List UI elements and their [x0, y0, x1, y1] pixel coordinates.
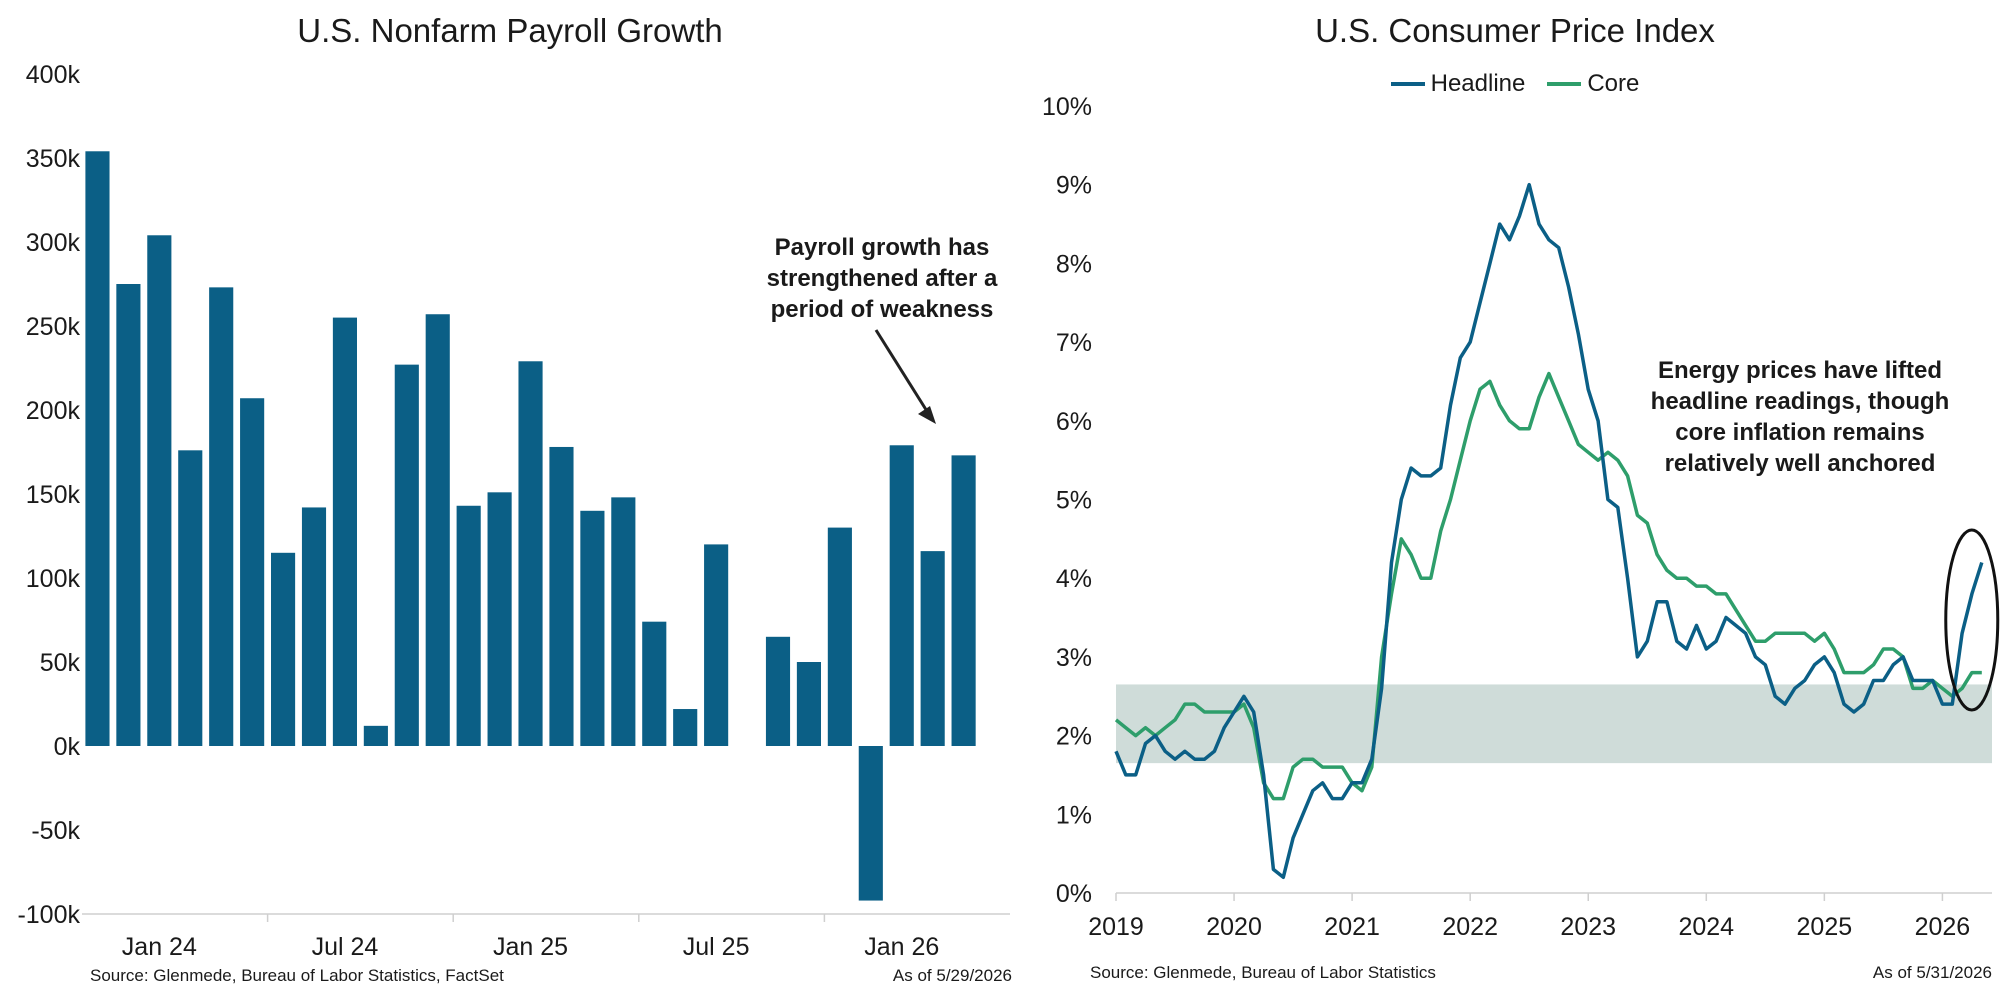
bar [518, 361, 543, 746]
cpi-line-chart: 10% 9% 8% 7% 6% 5% 4% 3% 2% 1% 0% 2019 2020 2021 2022 2… [1042, 93, 2000, 941]
payroll-annotation: Payroll growth has strengthened after a … [766, 234, 998, 323]
x-tick-label: Jan 25 [493, 933, 568, 961]
bar [240, 398, 265, 746]
y-tick-label: 50k [40, 649, 81, 677]
cpi-as-of: As of 5/31/2026 [1872, 963, 1992, 982]
bar [580, 510, 605, 746]
payroll-source: Source: Glenmede, Bureau of Labor Statis… [90, 966, 504, 985]
x-tick-label: 2024 [1678, 913, 1734, 941]
bar [209, 287, 234, 746]
bar [147, 235, 172, 746]
bar [704, 544, 729, 746]
legend-label-core: Core [1587, 70, 1640, 97]
y-tick-label: 2% [1056, 723, 1092, 751]
bar [642, 621, 667, 746]
payroll-as-of: As of 5/29/2026 [892, 966, 1012, 985]
payroll-chart-title: U.S. Nonfarm Payroll Growth [297, 12, 723, 49]
bar [549, 446, 574, 746]
y-tick-label: 350k [26, 145, 81, 173]
bar [796, 662, 821, 746]
y-tick-label: 4% [1056, 565, 1092, 593]
y-tick-label: 7% [1056, 329, 1092, 357]
bar [332, 317, 357, 746]
y-tick-label: 100k [26, 565, 81, 593]
y-tick-label: 9% [1056, 172, 1092, 200]
cpi-legend: Headline Core [1030, 70, 2000, 98]
bar [456, 505, 481, 746]
annotation-arrow-line [874, 329, 932, 417]
cpi-source: Source: Glenmede, Bureau of Labor Statis… [1090, 963, 1436, 982]
y-tick-label: 0k [54, 733, 81, 761]
x-tick-label: 2019 [1088, 913, 1144, 941]
bar [301, 507, 327, 746]
y-tick-label: 6% [1056, 408, 1092, 436]
bar [673, 709, 698, 746]
y-tick-label: 200k [26, 397, 81, 425]
legend-item-headline: Headline [1390, 70, 1526, 98]
cpi-annotation: Energy prices have lifted headline readi… [1650, 357, 1950, 477]
legend-item-core: Core [1547, 70, 1639, 98]
cpi-chart-title: U.S. Consumer Price Index [1315, 12, 1715, 49]
y-tick-label: 250k [26, 313, 81, 341]
target-range-band [1116, 684, 1992, 764]
bar [394, 364, 419, 746]
annotation-arrow-head [918, 406, 936, 424]
x-tick-label: 2021 [1324, 913, 1380, 941]
legend-swatch-core [1547, 82, 1582, 86]
bar [178, 450, 203, 746]
y-tick-label: 0% [1056, 880, 1092, 908]
x-tick-label: Jan 26 [864, 933, 939, 961]
payroll-bar-chart: 400k 350k 300k 250k 200k 150k 100k 50k 0k -50k -10… [17, 61, 1010, 961]
y-tick-label: 3% [1056, 644, 1092, 672]
bar [611, 497, 636, 746]
y-tick-label: -50k [31, 817, 80, 845]
bar [889, 445, 914, 746]
highlight-ellipse [1944, 528, 2000, 712]
bar [765, 636, 791, 746]
cpi-chart-panel: U.S. Consumer Price Index Headline Core … [1030, 0, 2000, 996]
x-tick-label: Jul 24 [312, 933, 379, 961]
bar [487, 492, 512, 746]
bar [116, 284, 141, 746]
x-tick-label: 2020 [1206, 913, 1262, 941]
bar [425, 314, 450, 746]
bar [858, 746, 883, 901]
x-tick-label: 2026 [1915, 913, 1971, 941]
payroll-chart-panel: U.S. Nonfarm Payroll Growth 400k 350k 300k… [17, 12, 1012, 985]
y-tick-label: 1% [1056, 801, 1092, 829]
y-tick-label: 400k [26, 61, 81, 89]
bar [827, 527, 852, 746]
bar [363, 725, 388, 746]
x-tick-label: Jul 25 [683, 933, 750, 961]
x-tick-label: Jan 24 [122, 933, 197, 961]
y-tick-label: 10% [1042, 93, 1092, 121]
bar [85, 151, 110, 746]
bar [271, 552, 296, 746]
y-tick-label: 150k [26, 481, 81, 509]
y-tick-label: 300k [26, 229, 81, 257]
legend-label-headline: Headline [1430, 70, 1526, 97]
legend-swatch-headline [1390, 82, 1425, 86]
x-tick-label: 2025 [1797, 913, 1853, 941]
x-tick-label: 2022 [1442, 913, 1498, 941]
x-tick-label: 2023 [1560, 913, 1616, 941]
y-tick-label: 5% [1056, 487, 1092, 515]
series-line-headline [1114, 182, 1984, 880]
bar [951, 455, 976, 746]
y-tick-label: 8% [1056, 250, 1092, 278]
bar [920, 551, 945, 746]
y-tick-label: -100k [17, 901, 80, 929]
